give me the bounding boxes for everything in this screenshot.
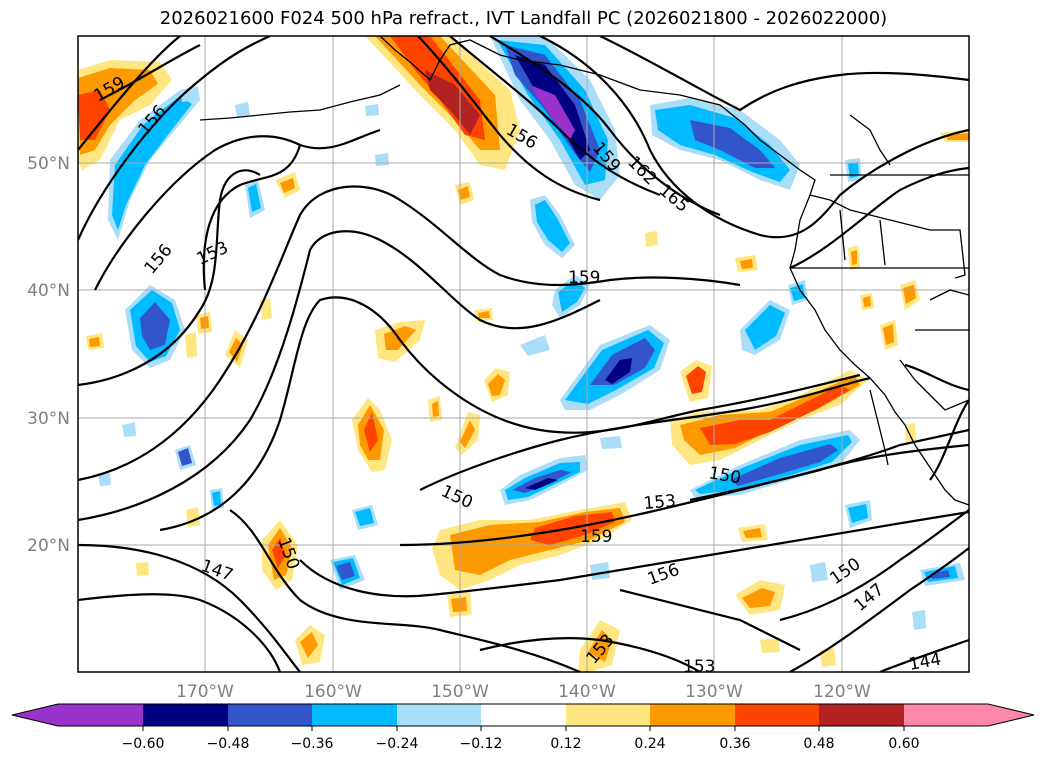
colorbar-tick-label: −0.24 xyxy=(376,736,419,752)
height-contours xyxy=(78,36,969,672)
longitude-labels: 170°W 160°W 150°W 140°W 130°W 120°W xyxy=(176,682,871,702)
contour-label: 159 xyxy=(568,268,600,288)
map-frame xyxy=(77,35,970,673)
lon-label: 140°W xyxy=(558,682,616,702)
lat-label: 20°N xyxy=(27,536,70,556)
colorbar-tick-label: 0.48 xyxy=(803,736,834,752)
lat-label: 30°N xyxy=(27,409,70,429)
lon-label: 120°W xyxy=(813,682,871,702)
positive-shading xyxy=(78,36,969,672)
colorbar-segment xyxy=(397,704,481,726)
contour-label: 144 xyxy=(907,650,942,675)
lon-label: 130°W xyxy=(685,682,743,702)
colorbar-segment xyxy=(988,704,1034,726)
colorbar-outline xyxy=(11,703,1035,727)
lat-label: 40°N xyxy=(27,281,70,301)
colorbar-tick-label: −0.48 xyxy=(207,736,250,752)
colorbar-segment xyxy=(481,704,566,726)
map-title: 2026021600 F024 500 hPa refract., IVT La… xyxy=(159,8,888,29)
colorbar-segment xyxy=(566,704,650,726)
negative-shading xyxy=(98,36,965,630)
colorbar-tick-label: 0.24 xyxy=(634,736,665,752)
latitude-labels: 50°N 40°N 30°N 20°N xyxy=(27,154,70,556)
colorbar-segment xyxy=(58,704,143,726)
colorbar-tick-label: 0.60 xyxy=(888,736,919,752)
colorbar-tick-label: 0.36 xyxy=(719,736,750,752)
colorbar-tick-label: −0.12 xyxy=(460,736,503,752)
contour-label: 159 xyxy=(580,527,612,547)
lon-label: 150°W xyxy=(431,682,489,702)
colorbar-segment xyxy=(650,704,735,726)
colorbar-tick-label: −0.60 xyxy=(122,736,165,752)
colorbar-tick-label: 0.12 xyxy=(550,736,581,752)
lat-label: 50°N xyxy=(27,154,70,174)
colorbar-segment xyxy=(735,704,819,726)
contour-label: 153 xyxy=(643,491,677,514)
colorbar-segment xyxy=(819,704,904,726)
colorbar-segment xyxy=(12,704,58,726)
contour-label: 153 xyxy=(683,657,715,677)
graticule xyxy=(78,36,969,672)
lon-label: 160°W xyxy=(304,682,362,702)
lon-label: 170°W xyxy=(176,682,234,702)
colorbar-tick-label: −0.36 xyxy=(291,736,334,752)
colorbar: −0.60 −0.48 −0.36 −0.24 −0.12 0.12 0.24 … xyxy=(11,703,1035,752)
map-panel: 159 156 156 153 156 159 162 165 159 150 … xyxy=(78,36,969,677)
colorbar-segment xyxy=(312,704,397,726)
colorbar-segment xyxy=(228,704,312,726)
colorbar-segment xyxy=(904,704,988,726)
colorbar-segment xyxy=(143,704,228,726)
